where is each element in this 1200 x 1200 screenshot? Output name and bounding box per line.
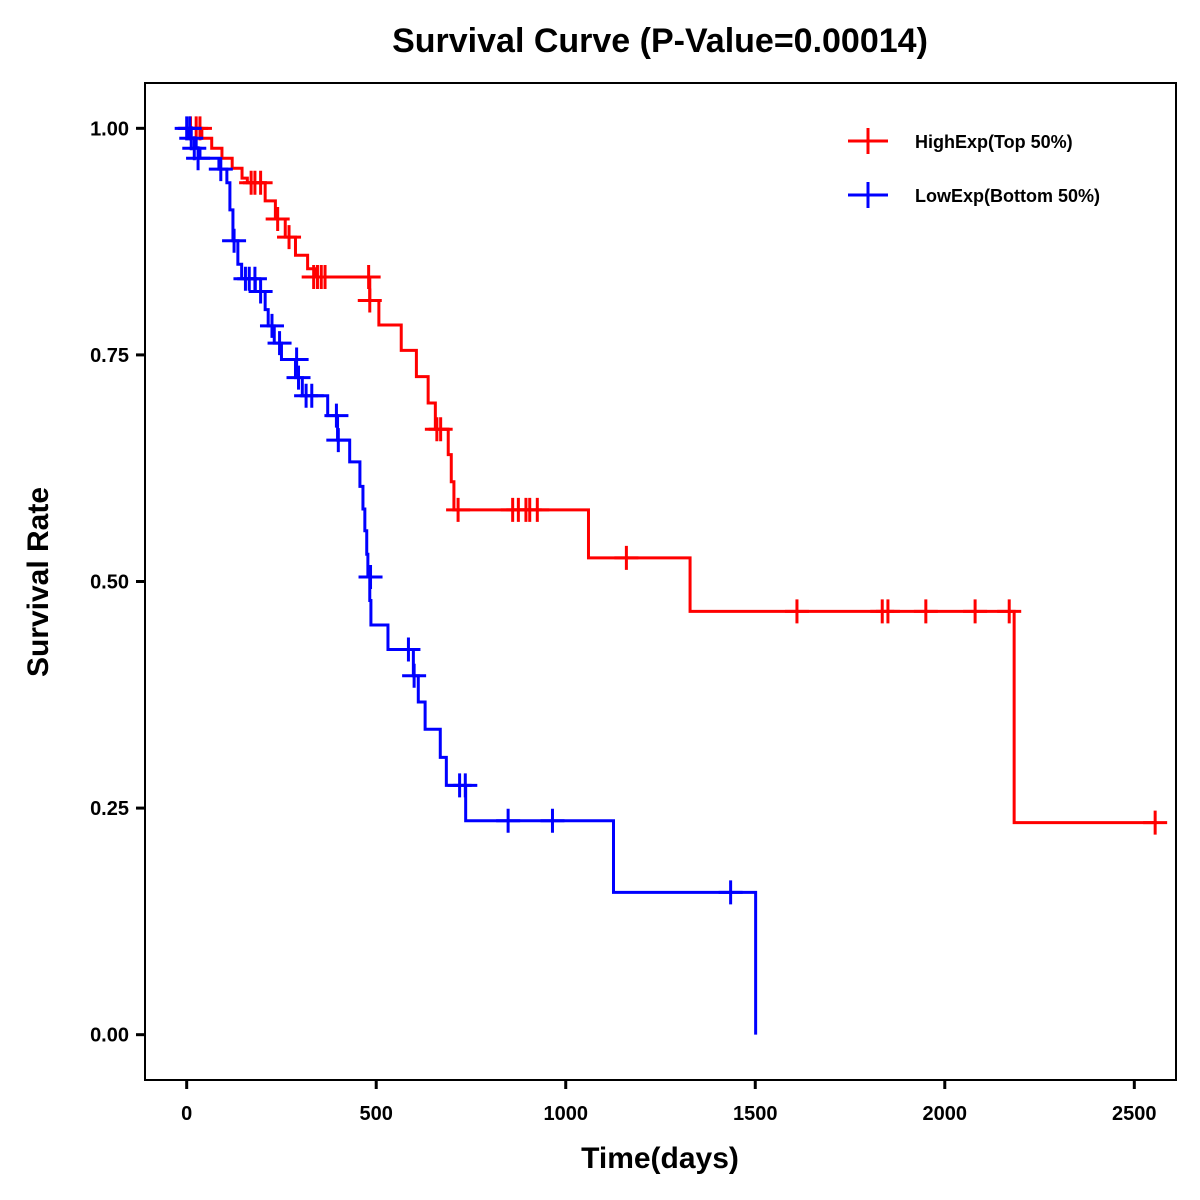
y-tick-label: 0.25	[90, 798, 129, 820]
chart-title: Survival Curve (P-Value=0.00014)	[392, 22, 928, 60]
censor-mark	[453, 773, 478, 798]
x-tick-label: 1000	[543, 1103, 588, 1125]
censor-mark	[267, 331, 292, 356]
censor-mark	[313, 264, 338, 289]
x-axis-label: Time(days)	[581, 1142, 739, 1175]
x-tick-label: 1500	[733, 1103, 778, 1125]
censor-mark	[222, 228, 247, 253]
x-axis: 0 500 1000 1500 2000 2500	[181, 1080, 1157, 1125]
plot-frame	[144, 82, 1177, 1081]
series-low-exp	[174, 116, 758, 1035]
legend-cross-icon	[848, 182, 888, 208]
censor-mark	[324, 403, 349, 428]
y-tick-label: 1.00	[90, 118, 129, 140]
legend-label: LowExp(Bottom 50%)	[915, 186, 1100, 206]
censor-mark	[540, 808, 565, 833]
legend-label: HighExp(Top 50%)	[915, 132, 1073, 152]
survival-step-line	[186, 126, 1158, 825]
censor-mark	[446, 497, 471, 522]
legend-item: HighExp(Top 50%)	[848, 128, 1073, 154]
censor-mark	[525, 497, 550, 522]
censor-mark	[356, 264, 381, 289]
x-tick-label: 2000	[923, 1103, 968, 1125]
censor-mark	[186, 146, 211, 171]
y-tick-label: 0.75	[90, 345, 129, 367]
censor-mark	[299, 383, 324, 408]
censor-mark	[277, 225, 302, 250]
censor-mark	[326, 428, 351, 453]
x-tick-label: 0	[181, 1103, 192, 1125]
legend-item: LowExp(Bottom 50%)	[848, 182, 1100, 208]
censor-mark	[784, 599, 809, 624]
censor-mark	[963, 599, 988, 624]
y-tick-label: 0.50	[90, 572, 129, 594]
censor-mark	[242, 266, 267, 291]
censor-mark	[396, 637, 421, 662]
y-tick-label: 0.00	[90, 1025, 129, 1047]
censor-mark	[875, 599, 900, 624]
censor-mark	[286, 365, 311, 390]
x-tick-label: 500	[360, 1103, 393, 1125]
censor-mark	[248, 170, 273, 195]
censor-mark	[179, 126, 204, 151]
censor-mark	[358, 564, 383, 589]
series-layer	[174, 116, 1168, 1035]
censor-mark	[265, 206, 290, 231]
censor-mark	[913, 599, 938, 624]
y-axis-label: Survival Rate	[22, 487, 55, 677]
x-tick-label: 2500	[1112, 1103, 1157, 1125]
censor-mark	[402, 663, 427, 688]
censor-mark	[182, 136, 207, 161]
censor-mark	[357, 288, 382, 313]
censor-mark	[284, 347, 309, 372]
censor-mark	[1143, 810, 1168, 835]
censor-mark	[177, 116, 202, 141]
censor-mark	[718, 880, 743, 905]
censor-mark	[248, 279, 273, 304]
censor-mark	[208, 157, 233, 182]
legend-cross-icon	[848, 128, 888, 154]
censor-mark	[496, 808, 521, 833]
y-axis: 0.00 0.25 0.50 0.75 1.00	[90, 118, 145, 1047]
legend: HighExp(Top 50%) LowExp(Bottom 50%)	[848, 128, 1100, 208]
censor-mark	[259, 313, 284, 338]
censor-mark	[614, 545, 639, 570]
censor-mark	[997, 599, 1022, 624]
censor-mark	[428, 417, 453, 442]
